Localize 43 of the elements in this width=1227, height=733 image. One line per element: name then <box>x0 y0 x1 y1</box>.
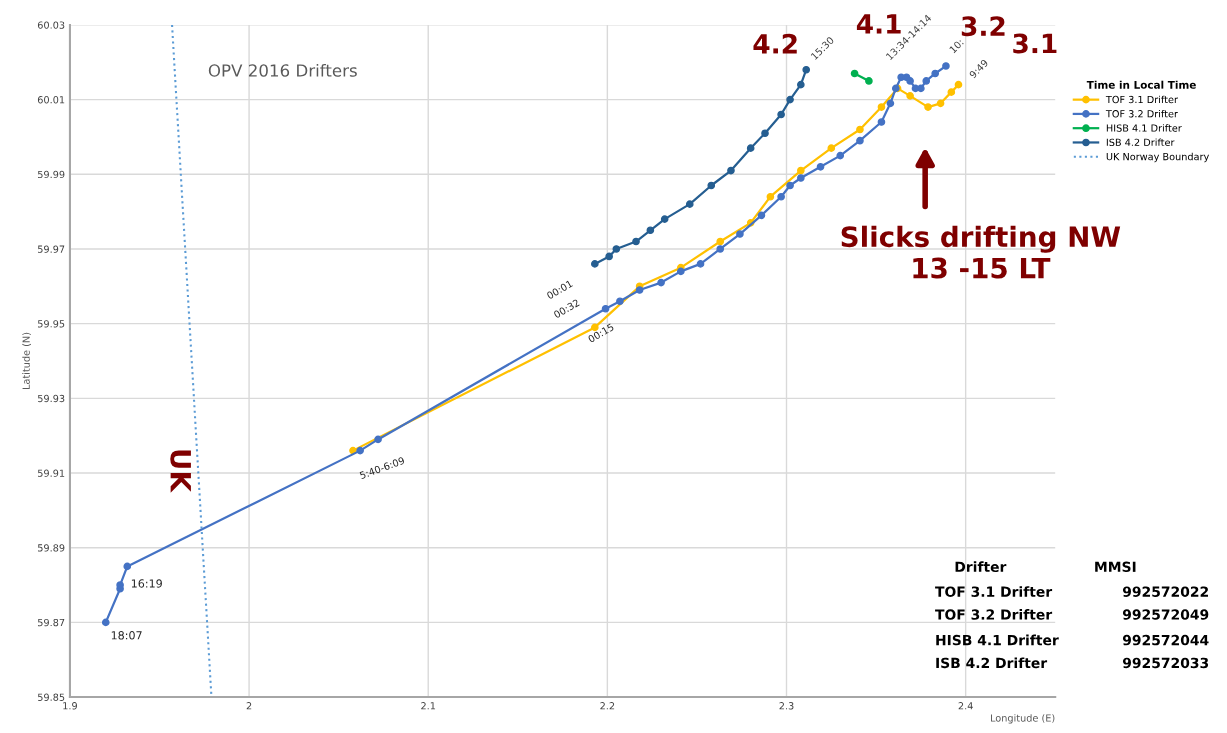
annotation: 18:07 <box>111 631 142 640</box>
text: 992572049 <box>1122 609 1209 620</box>
y-tick-label: 59.85 <box>38 693 65 701</box>
annotation: TOF 3.1 Drifter <box>935 586 1053 597</box>
text: 992572022 <box>1122 586 1208 597</box>
annotation: 3.1 <box>1013 33 1057 54</box>
y-tick-label: 59.93 <box>38 394 65 403</box>
legend-label: ISB 4.2 Drifter <box>1106 138 1175 146</box>
x-tick-label: 2.4 <box>958 702 973 710</box>
annotation: 10: <box>949 38 964 54</box>
text: OPV 2016 Drifters <box>208 63 357 77</box>
annotation: HISB 4.1 Drifter <box>936 634 1059 646</box>
annotation: 16:19 <box>131 579 162 588</box>
annotation: Drifter <box>955 561 1007 573</box>
y-tick-label: 59.95 <box>38 320 65 328</box>
x-tick-label: 1.9 <box>63 702 77 710</box>
y-tick-label: 59.89 <box>38 544 65 552</box>
y-tick-label: 60.03 <box>37 21 65 29</box>
annotation: TOF 3.2 Drifter <box>935 609 1053 620</box>
annotation: UK <box>170 450 191 493</box>
annotation: Slicks drifting NW 13 -15 LT <box>841 225 1121 279</box>
x-axis-title: Longitude (E) <box>991 714 1055 724</box>
legend-title: Time in Local Time <box>1086 80 1196 89</box>
y-axis-title: Latitude (N) <box>22 332 31 390</box>
text: 992572044 <box>1122 634 1209 646</box>
y-tick-label: 59.99 <box>38 170 65 179</box>
y-tick-label: 60.01 <box>37 96 65 104</box>
legend-label: HISB 4.1 Drifter <box>1106 124 1182 132</box>
y-tick-label: 59.91 <box>38 469 65 477</box>
text: 992572033 <box>1122 657 1209 669</box>
annotation: 3.2 <box>961 16 1005 37</box>
text: MMSI <box>1095 561 1136 573</box>
y-tick-label: 59.97 <box>38 245 65 253</box>
x-tick-label: 2.2 <box>600 702 615 710</box>
annotation: ISB 4.2 Drifter <box>936 657 1048 669</box>
x-tick-label: 2 <box>246 702 252 710</box>
annotation: 4.2 <box>753 33 797 54</box>
legend-label: TOF 3.1 Drifter <box>1105 95 1178 104</box>
x-tick-label: 2.1 <box>421 702 436 710</box>
y-tick-label: 59.87 <box>38 618 65 627</box>
legend-label: UK Norway Boundary <box>1106 152 1209 163</box>
legend-label: TOF 3.2 Drifter <box>1105 109 1178 118</box>
x-tick-label: 2.3 <box>779 702 794 710</box>
